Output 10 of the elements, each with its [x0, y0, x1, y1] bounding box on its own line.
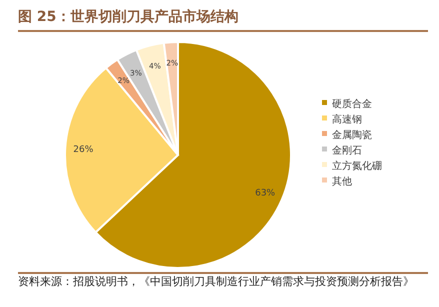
text: 资料来源：招股说明书，《中国切削刀具制造行业产销需求与投资预测分析报告》 [18, 275, 415, 289]
legend-label: 金属陶瓷 [332, 129, 372, 141]
legend-label: 硬质合金 [332, 98, 372, 110]
chart-title: 图 25：世界切削刀具产品市场结构 [18, 8, 238, 26]
legend-label: 立方氮化硼 [332, 160, 382, 172]
legend-label: 金刚石 [332, 144, 362, 156]
data-label: 26% [73, 145, 94, 156]
data-label: 63% [255, 188, 276, 199]
legend-label: 高速钢 [332, 114, 362, 126]
legend-label: 其他 [332, 176, 352, 188]
